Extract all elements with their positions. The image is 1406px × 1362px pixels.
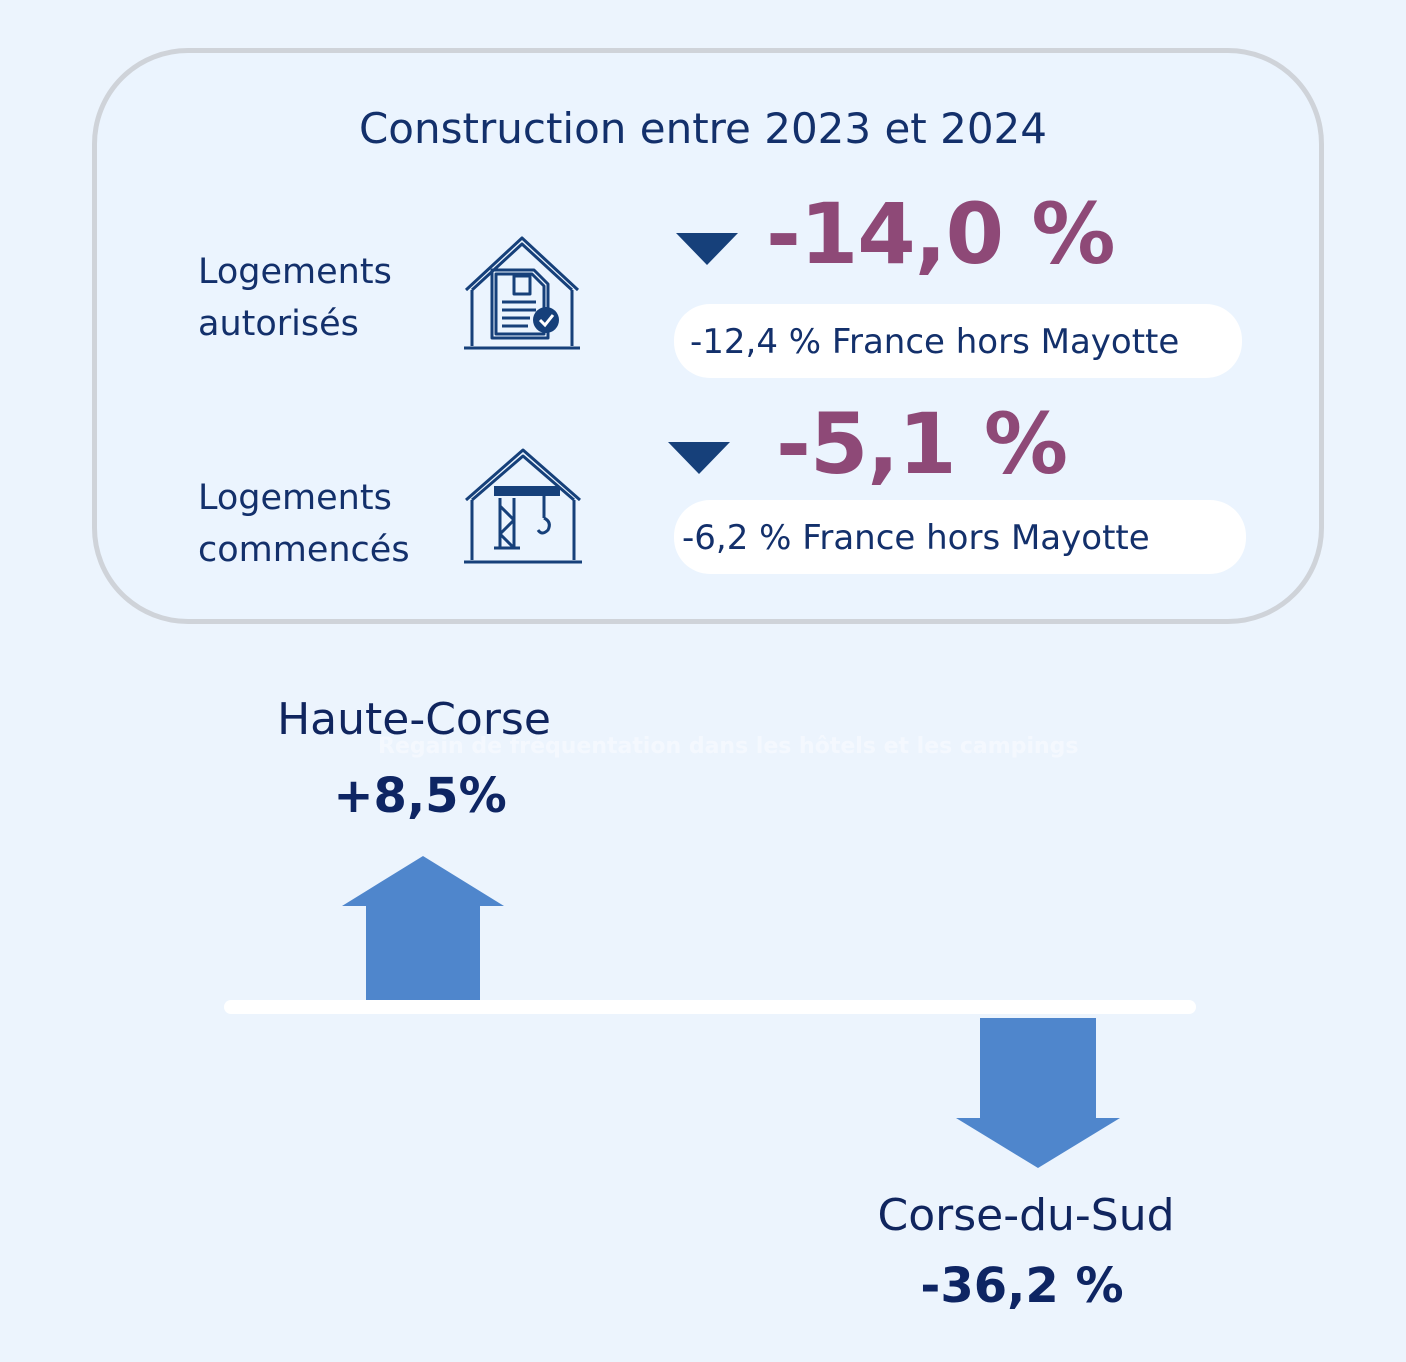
row-label-line2: commencés xyxy=(198,530,410,570)
up-arrow-icon xyxy=(342,856,504,1012)
authorized-value: -14,0 % xyxy=(766,185,1116,283)
started-value: -5,1 % xyxy=(776,395,1068,493)
trend-down-icon xyxy=(676,233,738,265)
authorized-comparison: -12,4 % France hors Mayotte xyxy=(674,304,1242,378)
region-name-haute-corse: Haute-Corse xyxy=(277,694,551,745)
region-value-corse-du-sud: -36,2 % xyxy=(920,1258,1124,1314)
house-document-check-icon xyxy=(462,234,582,354)
region-value-haute-corse: +8,5% xyxy=(333,768,507,824)
row-label-line2: autorisés xyxy=(198,304,359,344)
started-comparison: -6,2 % France hors Mayotte xyxy=(674,500,1246,574)
row-label-line1: Logements xyxy=(198,252,392,292)
trend-down-icon xyxy=(668,442,730,474)
faint-caption: Regain de fréquentation dans les hôtels … xyxy=(378,734,1079,759)
row-label-line1: Logements xyxy=(198,478,392,518)
row-label-started: Logements commencés xyxy=(198,472,410,576)
region-name-corse-du-sud: Corse-du-Sud xyxy=(877,1190,1175,1241)
row-label-authorized: Logements autorisés xyxy=(198,246,392,350)
baseline-divider xyxy=(224,1000,1196,1014)
panel-title: Construction entre 2023 et 2024 xyxy=(358,104,1048,153)
down-arrow-icon xyxy=(956,1018,1120,1172)
house-crane-icon xyxy=(462,446,584,568)
